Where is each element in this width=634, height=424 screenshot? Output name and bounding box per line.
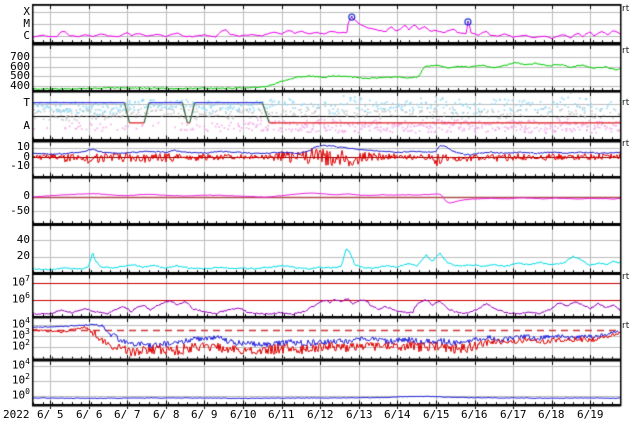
ytick-exp: 2: [25, 372, 30, 381]
ytick-speed-400: 400: [10, 79, 30, 92]
rt-label-source: rt: [622, 98, 630, 108]
ytick-temp: T: [23, 96, 30, 109]
xtick-jun14: 6/14: [384, 408, 411, 421]
ytick-exp: 3: [25, 327, 30, 336]
ytick-proton-1e0: 100: [0, 387, 30, 402]
xtick-jun7: 6/ 7: [114, 408, 141, 421]
ytick-exp: 0: [25, 387, 30, 396]
xtick-jun10: 6/10: [230, 408, 257, 421]
ytick-imf-10: 10: [16, 140, 30, 153]
ytick-xray-x: X: [23, 5, 30, 18]
year-label: 2022: [3, 408, 30, 421]
rt-label-imf: rt: [622, 139, 630, 149]
ytick-imf-0: 0: [23, 150, 30, 163]
ytick-base: 10: [11, 317, 26, 331]
ytick-exp: 2: [25, 338, 30, 347]
xtick-jun6: 6/ 6: [76, 408, 103, 421]
ytick-alpha: A: [23, 119, 30, 132]
ytick-exp: 7: [25, 274, 30, 283]
ytick-exp: 6: [25, 291, 30, 300]
ytick-proton-1e4: 104: [0, 357, 30, 372]
xtick-jun15: 6/15: [423, 408, 450, 421]
ytick-speed-500: 500: [10, 69, 30, 82]
ytick-base: 10: [11, 373, 26, 387]
xtick-jun18: 6/18: [538, 408, 565, 421]
ytick-base: 10: [11, 275, 26, 289]
ytick-density-40: 40: [16, 233, 30, 246]
ytick-exp: 4: [25, 316, 30, 325]
ytick-xray-c: C: [23, 29, 30, 42]
ytick-base: 10: [11, 339, 26, 353]
xtick-jun9: 6/ 9: [191, 408, 218, 421]
ytick-electron-1e7: 107: [0, 274, 30, 289]
rt-label-epam: rt: [622, 321, 630, 331]
rt-label-xray: rt: [622, 4, 630, 14]
xtick-jun11: 6/11: [268, 408, 295, 421]
ytick-proton-1e2: 102: [0, 372, 30, 387]
ytick-base: 10: [11, 388, 26, 402]
rt-label-electron: rt: [622, 272, 630, 282]
xtick-jun17: 6/17: [500, 408, 527, 421]
ytick-speed-600: 600: [10, 60, 30, 73]
ytick-epam-1e4: 104: [0, 316, 30, 331]
ytick-density-20: 20: [16, 249, 30, 262]
xtick-jun16: 6/16: [461, 408, 488, 421]
rt-label-speed: rt: [622, 46, 630, 56]
xtick-jun12: 6/12: [307, 408, 334, 421]
ytick-speed-700: 700: [10, 50, 30, 63]
ytick-exp: 4: [25, 357, 30, 366]
ytick-base: 10: [11, 292, 26, 306]
xtick-jun5: 6/ 5: [37, 408, 64, 421]
ytick-electron-1e6: 106: [0, 291, 30, 306]
ytick-xray-m: M: [23, 17, 30, 30]
ytick-base: 10: [11, 328, 26, 342]
xtick-jun8: 6/ 8: [153, 408, 180, 421]
ytick-imf-neg10: -10: [10, 159, 30, 172]
ytick-dst-neg50: -50: [10, 204, 30, 217]
xtick-jun13: 6/13: [346, 408, 373, 421]
ytick-dst-0: 0: [23, 189, 30, 202]
ytick-epam-1e3: 103: [0, 327, 30, 342]
ytick-base: 10: [11, 358, 26, 372]
ytick-epam-1e2: 102: [0, 338, 30, 353]
xtick-jun19: 6/19: [577, 408, 604, 421]
